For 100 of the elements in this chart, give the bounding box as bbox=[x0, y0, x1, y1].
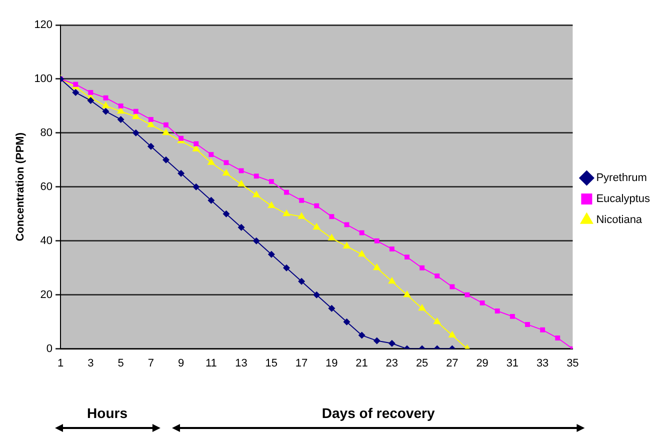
point bbox=[222, 210, 230, 218]
x-tick-label: 9 bbox=[178, 357, 184, 370]
x-tick-label: 1 bbox=[57, 357, 64, 370]
point bbox=[343, 318, 350, 326]
point bbox=[448, 330, 456, 338]
legend-label: Pyrethrum bbox=[596, 172, 647, 184]
point bbox=[222, 168, 230, 176]
point bbox=[344, 222, 350, 228]
text: Days of recovery bbox=[320, 405, 436, 421]
point bbox=[103, 95, 108, 100]
y-tick-label: 120 bbox=[34, 19, 53, 32]
x-tick-label: 15 bbox=[265, 357, 278, 370]
point bbox=[312, 222, 321, 230]
x-tick-label: 11 bbox=[205, 357, 217, 370]
point bbox=[329, 214, 334, 220]
y-tick-label: 60 bbox=[40, 180, 53, 193]
point bbox=[208, 196, 215, 204]
point bbox=[373, 337, 380, 344]
point bbox=[102, 101, 110, 108]
point bbox=[388, 276, 396, 284]
point bbox=[434, 273, 440, 278]
point bbox=[464, 292, 470, 298]
x-tick-label: 21 bbox=[356, 357, 368, 370]
point bbox=[207, 158, 216, 165]
point bbox=[162, 128, 170, 136]
x-tick-label: 17 bbox=[295, 357, 308, 370]
x-tick-label: 7 bbox=[148, 357, 154, 370]
point bbox=[133, 108, 138, 114]
point bbox=[162, 156, 170, 164]
point bbox=[540, 327, 546, 332]
point bbox=[102, 108, 110, 115]
point bbox=[510, 314, 515, 319]
point bbox=[404, 254, 410, 260]
point bbox=[252, 190, 260, 198]
point bbox=[403, 290, 411, 298]
point bbox=[238, 168, 244, 174]
x-tick-label: 31 bbox=[506, 357, 519, 370]
point bbox=[555, 336, 560, 340]
point bbox=[132, 129, 140, 136]
legend-label: Eucalyptus bbox=[596, 193, 650, 206]
point bbox=[450, 284, 455, 290]
x-tick-label: 5 bbox=[118, 357, 124, 370]
point bbox=[389, 246, 394, 252]
point bbox=[72, 88, 80, 96]
point bbox=[164, 122, 168, 128]
point bbox=[418, 304, 426, 311]
point bbox=[268, 179, 274, 184]
point bbox=[73, 82, 78, 87]
point bbox=[147, 142, 154, 150]
point bbox=[194, 141, 199, 146]
x-tick-label: 19 bbox=[326, 357, 338, 370]
x-tick-label: 35 bbox=[566, 357, 579, 370]
y-axis-title: Concentration (PPM) bbox=[14, 132, 27, 242]
point bbox=[298, 278, 306, 285]
point bbox=[358, 332, 366, 339]
point bbox=[433, 317, 442, 324]
y-tick-label: 0 bbox=[46, 342, 53, 355]
y-tick-label: 100 bbox=[34, 73, 53, 85]
point bbox=[314, 203, 320, 208]
point bbox=[237, 180, 246, 186]
x-tick-label: 29 bbox=[476, 357, 488, 370]
y-tick-label: 40 bbox=[40, 234, 53, 247]
point bbox=[178, 170, 185, 177]
point bbox=[342, 242, 351, 249]
point bbox=[88, 90, 94, 95]
point bbox=[284, 190, 289, 195]
point bbox=[358, 250, 366, 257]
point bbox=[252, 237, 260, 244]
x-tick-label: 33 bbox=[536, 357, 549, 370]
point bbox=[388, 340, 396, 347]
x-tick-label: 3 bbox=[88, 357, 94, 370]
text: Hours bbox=[86, 405, 128, 421]
point bbox=[268, 250, 275, 258]
x-tick-label: 23 bbox=[386, 357, 398, 370]
point bbox=[494, 308, 500, 314]
point bbox=[374, 238, 380, 244]
point bbox=[117, 116, 124, 123]
point bbox=[192, 183, 200, 190]
point bbox=[359, 230, 364, 236]
point bbox=[238, 224, 245, 231]
point bbox=[178, 136, 184, 141]
point bbox=[328, 304, 336, 312]
point bbox=[299, 198, 304, 203]
point bbox=[282, 209, 290, 216]
point bbox=[268, 201, 276, 208]
legend-label: Nicotiana bbox=[596, 214, 643, 226]
point bbox=[298, 212, 306, 219]
point bbox=[208, 152, 214, 157]
point bbox=[282, 264, 290, 272]
y-tick-label: 20 bbox=[40, 288, 53, 301]
y-tick-label: 80 bbox=[40, 126, 53, 139]
point bbox=[372, 263, 381, 270]
x-tick-label: 27 bbox=[446, 357, 458, 370]
point bbox=[420, 265, 425, 270]
point bbox=[525, 322, 530, 327]
point bbox=[254, 174, 259, 179]
point bbox=[118, 103, 124, 108]
point bbox=[148, 116, 154, 122]
point bbox=[480, 300, 485, 306]
x-tick-label: 13 bbox=[235, 357, 248, 370]
